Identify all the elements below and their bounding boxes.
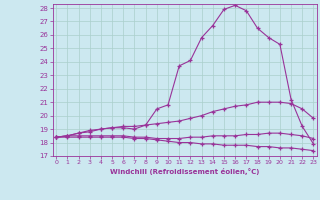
X-axis label: Windchill (Refroidissement éolien,°C): Windchill (Refroidissement éolien,°C) xyxy=(110,168,260,175)
